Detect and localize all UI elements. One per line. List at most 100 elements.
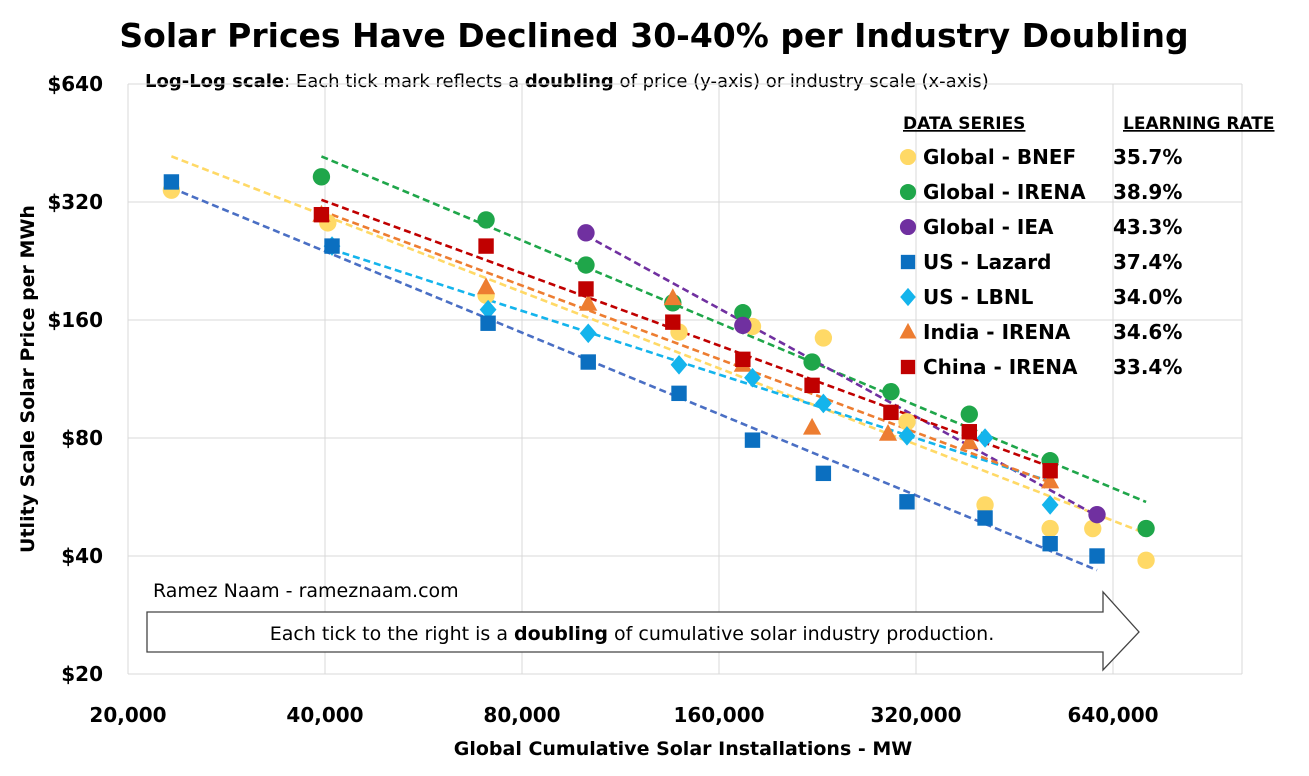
point-global-iea: [734, 316, 752, 335]
legend-item: China - IRENA 33.4%: [900, 355, 1182, 379]
point-global-bnef: [1084, 519, 1102, 538]
point-china-irena: [313, 206, 330, 223]
trendline-us-lbnl: [331, 248, 1051, 483]
point-china-irena: [665, 314, 681, 330]
legend: DATA SERIES LEARNING RATE Global - BNEF 3…: [899, 114, 1274, 379]
legend-label: US - Lazard: [923, 250, 1051, 274]
point-us-lazard: [163, 174, 180, 190]
point-global-irena: [882, 383, 900, 401]
y-tick-label: $20: [61, 662, 103, 686]
legend-header-rate: LEARNING RATE: [1123, 114, 1274, 134]
point-china-irena: [735, 351, 751, 368]
circle-marker-icon: [899, 183, 917, 201]
legend-learning-rate: 35.7%: [1113, 145, 1182, 169]
y-tick-label: $640: [47, 72, 103, 96]
point-us-lazard: [744, 432, 761, 448]
legend-learning-rate: 34.0%: [1113, 285, 1182, 309]
point-global-irena: [477, 211, 495, 229]
point-global-bnef: [898, 413, 916, 431]
subtitle-text-b: of price (y-axis) or industry scale (x-a…: [614, 71, 989, 92]
point-us-lazard: [324, 238, 340, 254]
square-marker-icon: [900, 254, 916, 270]
y-tick-label: $160: [47, 308, 103, 332]
arrow-text-b: of cumulative solar industry production.: [608, 623, 994, 645]
x-tick-label: 40,000: [286, 703, 363, 727]
point-india-irena: [960, 432, 979, 450]
point-us-lazard: [977, 510, 993, 526]
point-global-irena: [312, 168, 331, 186]
credit-text: Ramez Naam - rameznaam.com: [153, 580, 459, 602]
circle-marker-icon: [899, 148, 917, 166]
trendline-india-irena: [320, 209, 1051, 484]
trendline-global-bnef: [170, 155, 1147, 535]
point-india-irena: [1041, 471, 1060, 489]
point-us-lazard: [480, 315, 496, 331]
x-tick-label: 20,000: [89, 703, 166, 727]
legend-label: US - LBNL: [923, 285, 1034, 309]
point-global-irena: [1137, 519, 1155, 538]
point-china-irena: [478, 238, 494, 254]
point-global-bnef: [814, 329, 833, 347]
legend-learning-rate: 38.9%: [1113, 180, 1182, 204]
legend-item: US - Lazard 37.4%: [900, 250, 1182, 274]
x-axis-label: Global Cumulative Solar Installations - …: [454, 738, 913, 760]
chart-subtitle: Log-Log scale: Each tick mark reflects a…: [145, 71, 989, 92]
legend-label: Global - IRENA: [923, 180, 1086, 204]
legend-header-series: DATA SERIES: [903, 114, 1025, 134]
subtitle-log-log: Log-Log scale: [145, 71, 284, 92]
legend-item: Global - BNEF 35.7%: [899, 145, 1182, 169]
point-us-lazard: [899, 494, 915, 510]
x-tick-label: 640,000: [1067, 703, 1158, 727]
x-tick-label: 160,000: [673, 703, 764, 727]
point-china-irena: [1042, 463, 1058, 479]
point-us-lbnl: [479, 299, 497, 320]
legend-item: US - LBNL 34.0%: [900, 285, 1182, 309]
x-tick-labels: 20,000 40,000 80,000 160,000 320,000 640,000: [89, 703, 1158, 727]
legend-label: Global - IEA: [923, 215, 1054, 239]
x-tick-label: 320,000: [870, 703, 961, 727]
point-global-irena: [734, 304, 752, 322]
trendline-global-irena: [320, 155, 1147, 504]
point-global-irena: [803, 353, 821, 371]
arrow-text-doubling: doubling: [514, 623, 608, 645]
legend-learning-rate: 33.4%: [1113, 355, 1182, 379]
point-us-lbnl: [579, 323, 597, 344]
y-tick-label: $80: [61, 426, 103, 450]
point-global-iea: [1088, 505, 1106, 524]
point-global-bnef: [1137, 551, 1155, 569]
legend-item: India - IRENA 34.6%: [899, 320, 1182, 344]
legend-label: China - IRENA: [923, 355, 1078, 379]
point-india-irena: [476, 277, 496, 295]
chart-title: Solar Prices Have Declined 30-40% per In…: [119, 16, 1188, 55]
legend-label: India - IRENA: [923, 320, 1071, 344]
point-india-irena: [802, 417, 822, 435]
legend-learning-rate: 34.6%: [1113, 320, 1182, 344]
circle-marker-icon: [899, 218, 917, 236]
arrow-text-a: Each tick to the right is a: [270, 623, 514, 645]
subtitle-text-a: : Each tick mark reflects a: [284, 71, 525, 92]
point-global-irena: [577, 256, 595, 274]
arrow-shape: [146, 590, 1140, 672]
legend-learning-rate: 37.4%: [1113, 250, 1182, 274]
point-india-irena: [878, 423, 898, 441]
point-us-lbnl: [898, 426, 916, 446]
point-us-lazard: [815, 465, 832, 482]
arrow-text: Each tick to the right is a doubling of …: [270, 623, 995, 645]
point-us-lazard: [1042, 535, 1058, 552]
point-us-lbnl: [976, 428, 994, 448]
point-global-iea: [577, 224, 595, 242]
y-tick-labels: $640 $320 $160 $80 $40 $20: [47, 72, 103, 686]
point-india-irena: [579, 293, 598, 311]
point-us-lbnl: [670, 354, 688, 375]
diamond-marker-icon: [900, 287, 916, 307]
gridlines: [127, 83, 1243, 675]
subtitle-doubling: doubling: [525, 71, 614, 92]
legend-learning-rate: 43.3%: [1113, 215, 1182, 239]
point-global-bnef: [976, 496, 994, 514]
y-tick-label: $40: [61, 544, 103, 568]
data-points: [162, 168, 1155, 569]
legend-item: Global - IRENA 38.9%: [899, 180, 1182, 204]
point-china-irena: [804, 377, 820, 394]
point-india-irena: [663, 288, 682, 306]
